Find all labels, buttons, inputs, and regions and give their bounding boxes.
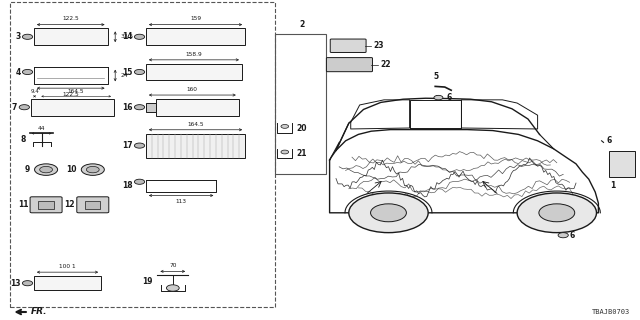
Text: 6: 6	[446, 93, 451, 102]
Text: 24: 24	[120, 73, 128, 78]
Circle shape	[134, 179, 145, 184]
Text: 19: 19	[142, 277, 152, 286]
Bar	[38, 201, 54, 209]
Text: 12: 12	[65, 200, 75, 209]
Text: 113: 113	[175, 199, 187, 204]
Circle shape	[134, 105, 145, 110]
Text: 7: 7	[12, 103, 17, 112]
Text: 9.4: 9.4	[30, 89, 39, 94]
Text: 11: 11	[18, 200, 28, 209]
Bar	[34, 28, 108, 45]
Circle shape	[134, 143, 145, 148]
Text: 164.5: 164.5	[68, 89, 84, 94]
Text: 23: 23	[374, 41, 384, 50]
Bar	[10, 2, 275, 307]
Bar	[146, 134, 245, 158]
Text: 18: 18	[122, 181, 132, 190]
Bar	[146, 64, 242, 80]
Text: 6: 6	[570, 231, 575, 240]
Text: 160: 160	[187, 87, 198, 92]
Text: 16: 16	[122, 103, 132, 112]
Text: 15: 15	[122, 68, 132, 76]
Text: 100 1: 100 1	[60, 264, 76, 269]
Circle shape	[371, 204, 406, 222]
Text: 13: 13	[10, 279, 20, 288]
Text: 17: 17	[122, 141, 132, 150]
Text: 10: 10	[67, 165, 77, 174]
Text: 3: 3	[15, 32, 20, 41]
Circle shape	[86, 166, 99, 173]
Text: 9: 9	[25, 165, 30, 174]
Bar	[31, 99, 114, 116]
Circle shape	[134, 34, 145, 39]
Bar	[609, 151, 635, 177]
Circle shape	[166, 285, 179, 291]
Circle shape	[81, 164, 104, 175]
Circle shape	[22, 34, 33, 39]
Text: FR.: FR.	[31, 308, 47, 316]
Bar	[85, 201, 100, 209]
Circle shape	[22, 69, 33, 75]
Text: 164.5: 164.5	[188, 122, 204, 127]
Bar	[146, 28, 245, 45]
Circle shape	[134, 69, 145, 75]
Circle shape	[434, 95, 443, 100]
FancyBboxPatch shape	[77, 197, 109, 213]
Text: TBAJB0703: TBAJB0703	[592, 309, 630, 315]
Text: 20: 20	[296, 124, 307, 132]
Text: 122.5: 122.5	[62, 92, 79, 97]
Text: 8: 8	[20, 135, 26, 144]
Bar	[146, 103, 156, 112]
Circle shape	[22, 281, 33, 286]
Circle shape	[281, 124, 289, 128]
Text: 2: 2	[300, 20, 305, 29]
Bar	[34, 276, 101, 291]
Text: 6: 6	[606, 136, 611, 145]
Circle shape	[35, 164, 58, 175]
Bar	[275, 34, 326, 174]
Circle shape	[349, 193, 428, 233]
Text: 122.5: 122.5	[62, 16, 79, 21]
Circle shape	[281, 150, 289, 154]
Text: 159: 159	[190, 16, 201, 21]
Text: 21: 21	[296, 149, 307, 158]
Bar	[156, 99, 239, 116]
Circle shape	[19, 105, 29, 110]
Text: 70: 70	[169, 263, 177, 268]
Text: 1: 1	[610, 181, 615, 190]
Circle shape	[539, 204, 575, 222]
Circle shape	[558, 233, 568, 238]
Text: 5: 5	[434, 72, 439, 81]
FancyBboxPatch shape	[326, 58, 372, 72]
Circle shape	[517, 193, 596, 233]
Text: 4: 4	[15, 68, 20, 76]
Text: 22: 22	[380, 60, 390, 69]
FancyBboxPatch shape	[30, 197, 62, 213]
Text: 33.5: 33.5	[120, 34, 134, 39]
Text: 14: 14	[122, 32, 132, 41]
Text: 44: 44	[38, 126, 45, 131]
FancyBboxPatch shape	[330, 39, 366, 52]
Text: 158.9: 158.9	[186, 52, 202, 57]
Circle shape	[40, 166, 52, 173]
